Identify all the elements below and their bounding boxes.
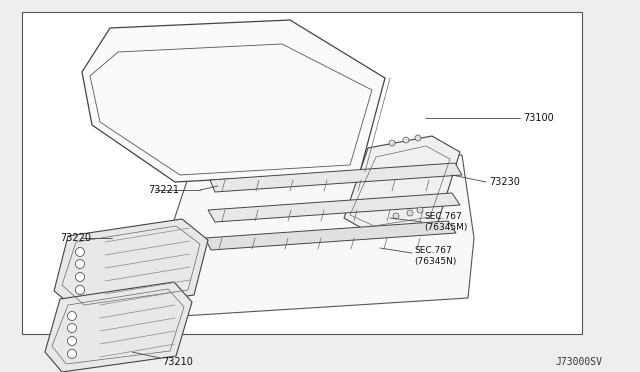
Circle shape (67, 311, 77, 321)
Circle shape (67, 350, 77, 359)
Circle shape (76, 260, 84, 269)
Text: SEC.767
(76345N): SEC.767 (76345N) (414, 246, 456, 266)
Polygon shape (82, 20, 385, 182)
Polygon shape (344, 136, 460, 234)
Circle shape (407, 210, 413, 216)
Polygon shape (170, 155, 474, 316)
Circle shape (76, 285, 84, 295)
Circle shape (76, 273, 84, 282)
Polygon shape (205, 221, 456, 250)
Circle shape (415, 135, 421, 141)
Polygon shape (208, 193, 460, 222)
Circle shape (76, 247, 84, 257)
Text: J73000SV: J73000SV (555, 357, 602, 367)
Circle shape (67, 337, 77, 346)
Polygon shape (210, 163, 462, 192)
Text: 73230: 73230 (489, 177, 520, 187)
Text: 73220: 73220 (60, 233, 91, 243)
Circle shape (67, 324, 77, 333)
Circle shape (389, 140, 395, 146)
Bar (22, 12, 582, 334)
Polygon shape (45, 282, 192, 372)
Polygon shape (54, 219, 208, 312)
Circle shape (417, 207, 423, 213)
Circle shape (393, 213, 399, 219)
Text: 73221: 73221 (148, 185, 179, 195)
Text: 73210: 73210 (162, 357, 193, 367)
Text: SEC.767
(76345M): SEC.767 (76345M) (424, 212, 467, 232)
Text: 73100: 73100 (523, 113, 554, 123)
Circle shape (403, 137, 409, 143)
